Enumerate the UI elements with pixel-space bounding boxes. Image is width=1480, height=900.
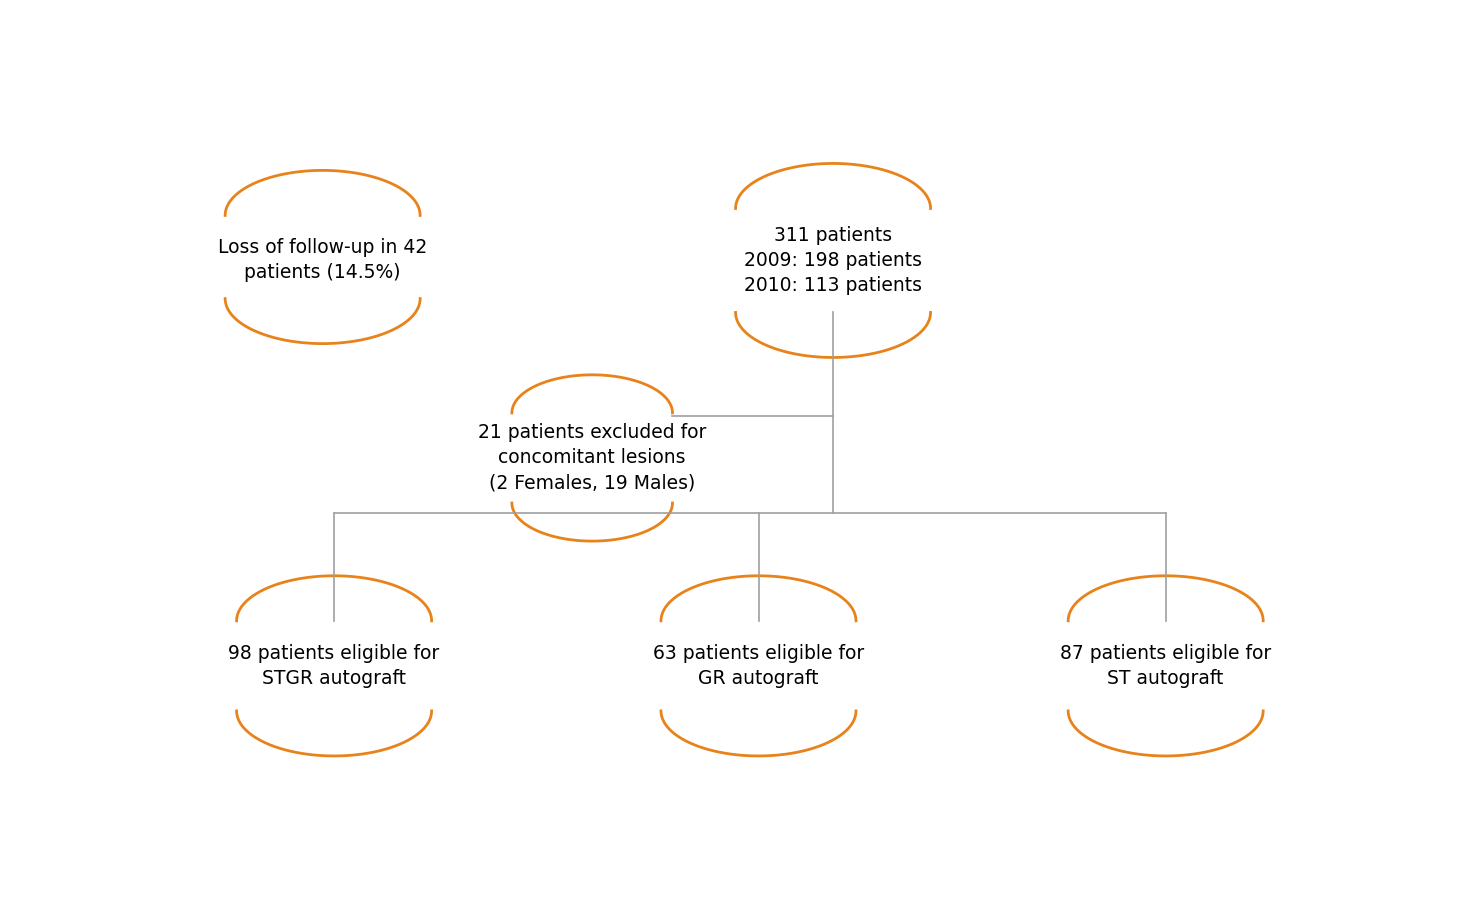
Text: 63 patients eligible for
GR autograft: 63 patients eligible for GR autograft	[653, 644, 864, 688]
Text: Loss of follow-up in 42
patients (14.5%): Loss of follow-up in 42 patients (14.5%)	[218, 238, 428, 283]
Text: 21 patients excluded for
concomitant lesions
(2 Females, 19 Males): 21 patients excluded for concomitant les…	[478, 424, 706, 492]
Text: 311 patients
2009: 198 patients
2010: 113 patients: 311 patients 2009: 198 patients 2010: 11…	[744, 226, 922, 295]
Text: 98 patients eligible for
STGR autograft: 98 patients eligible for STGR autograft	[228, 644, 440, 688]
Text: 87 patients eligible for
ST autograft: 87 patients eligible for ST autograft	[1060, 644, 1271, 688]
